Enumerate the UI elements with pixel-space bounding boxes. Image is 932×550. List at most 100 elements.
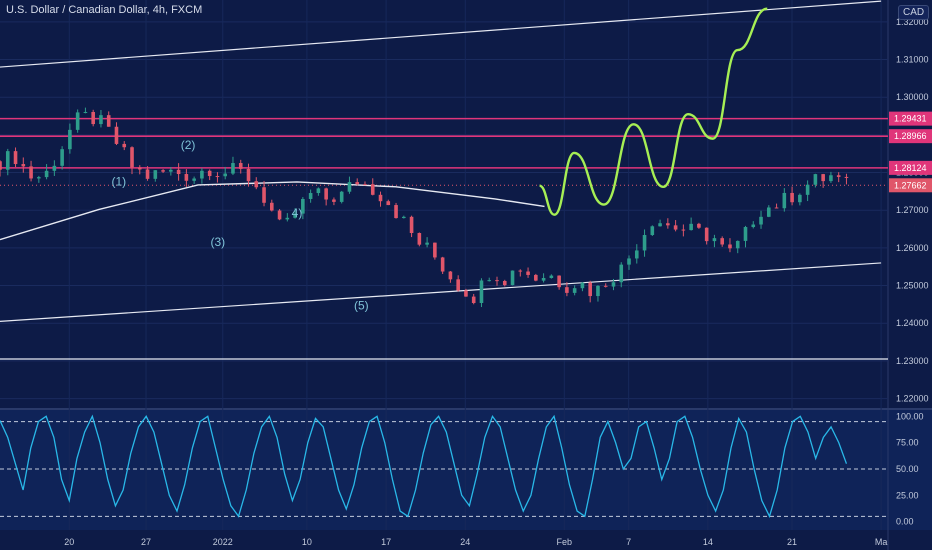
oscillator-pane-background [0,410,932,530]
lower-channel-line [0,262,882,322]
candle-body [697,223,701,228]
candle-body [673,225,678,230]
candle-body [759,216,763,225]
candle-body [766,207,771,217]
x-tick-label: Feb [557,537,573,547]
candle-body [99,115,103,125]
candle-body [642,235,647,251]
candle-body [0,161,2,170]
candle-body [402,216,406,219]
x-tick-label: 24 [460,537,470,547]
candle-body [378,194,383,202]
oscillator-y-tick-label: 25.00 [896,490,919,500]
candle-body [813,174,818,185]
wave-label: (5) [354,298,369,312]
candle-body [246,168,251,182]
candle-body [526,271,530,275]
candle-body [572,288,577,293]
candle-body [619,264,624,283]
candle-body [324,188,328,200]
y-tick-label: 1.27000 [896,205,929,215]
symbol-title: U.S. Dollar / Canadian Dollar, 4h, FXCM [6,4,203,16]
oscillator-line [0,414,848,519]
candle-body [534,274,538,281]
candle-body [75,112,80,130]
candle-body [223,173,228,177]
y-tick-label: 1.30000 [896,92,929,102]
candle-body [169,169,173,172]
candle-body [487,280,492,282]
candle-body [145,169,150,179]
candle-body [37,177,41,179]
candle-body [588,282,592,297]
candle-body [440,257,445,272]
x-tick-label: 27 [141,537,151,547]
candle-body [363,184,367,186]
candle-body [207,170,212,177]
candle-body [456,279,460,291]
candle-body [829,175,833,182]
candle-body [464,290,468,297]
candle-body [510,270,515,286]
moving-average-line [0,181,545,241]
y-tick-label: 1.23000 [896,356,929,366]
candle-body [782,192,787,209]
candle-body [681,229,686,231]
candle-body [425,242,429,245]
candle-body [114,126,119,144]
currency-badge[interactable]: CAD [898,5,930,20]
x-tick-label: 20 [64,537,74,547]
candle-body [650,226,655,236]
candle-body [52,165,57,171]
candle-body [301,198,305,214]
candle-body [262,187,266,203]
candle-body [137,167,142,170]
candle-body [21,164,26,167]
candle-body [231,163,235,174]
candle-body [386,201,391,206]
candle-body [91,111,95,125]
wave-label: 4) [292,206,303,220]
candle-body [184,174,189,181]
upper-channel-line [0,0,882,68]
x-tick-label: 21 [787,537,797,547]
candle-body [658,223,662,227]
oscillator-y-tick-label: 50.00 [896,464,919,474]
candle-body [44,170,49,178]
y-tick-label: 1.31000 [896,55,929,65]
level-tag [889,111,932,126]
candle-body [285,217,290,220]
candle-body [254,181,259,188]
oscillator-y-tick-label: 0.00 [896,517,914,527]
candle-body [332,199,336,202]
wave-label: (3) [210,235,225,249]
candle-body [495,280,499,282]
wave-label: (2) [181,138,196,152]
candle-body [394,205,398,219]
candle-body [277,210,282,220]
candle-body [751,224,756,228]
candle-body [29,166,33,179]
x-tick-label: 7 [626,537,631,547]
level-tag-label: 1.28966 [894,131,927,141]
candle-body [448,271,453,280]
candle-body [433,242,437,258]
oscillator-y-tick-label: 100.00 [896,411,924,421]
candle-body [471,296,476,303]
x-tick-label: 14 [703,537,713,547]
y-tick-label: 1.24000 [896,318,929,328]
candle-body [417,233,422,245]
x-tick-label: Ma [875,537,888,547]
candle-body [580,282,585,289]
candle-body [805,184,810,195]
candle-body [83,111,88,113]
y-tick-label: 1.32000 [896,17,929,27]
oscillator-y-tick-label: 75.00 [896,438,919,448]
level-tag [889,178,932,193]
candle-body [13,151,18,165]
candle-body [666,223,670,226]
level-tag-label: 1.29431 [894,114,927,124]
candle-body [728,244,732,249]
